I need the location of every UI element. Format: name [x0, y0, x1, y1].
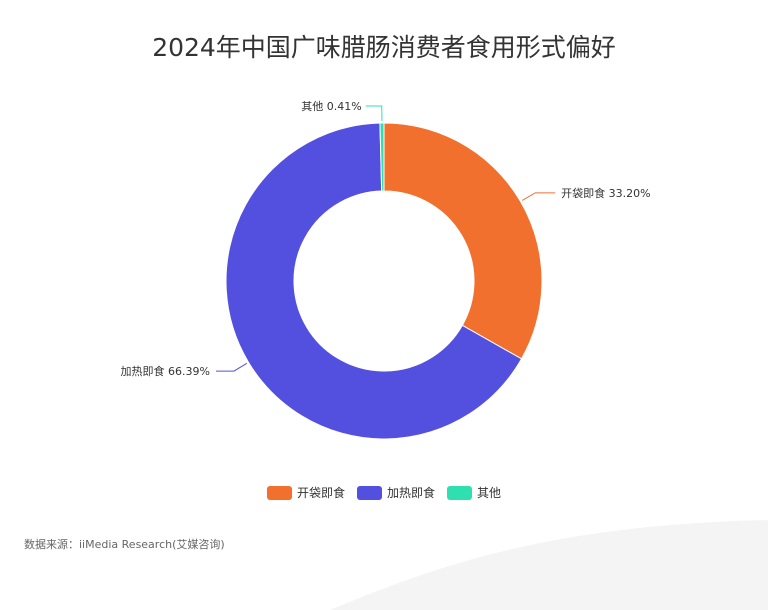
- leader-line-kaidai: [521, 192, 556, 201]
- legend-label-qita: 其他: [477, 486, 502, 500]
- legend-swatch-jiare: [356, 485, 382, 500]
- legend-item-qita[interactable]: 其他: [447, 484, 501, 501]
- legend-swatch-kaidai: [266, 485, 292, 500]
- slice-kaidai[interactable]: [383, 122, 543, 360]
- labels-group: 开袋即食 33.20% 加热即食 66.39% 其他 0.41%: [121, 100, 651, 378]
- slice-qita[interactable]: [379, 122, 385, 192]
- leader-line-jiare: [215, 362, 248, 372]
- slices-group: [225, 122, 543, 440]
- chart-title: 2024年中国广味腊肠消费者食用形式偏好: [152, 33, 616, 62]
- data-label-qita: 其他 0.41%: [301, 100, 361, 113]
- data-label-jiare: 加热即食 66.39%: [121, 364, 210, 378]
- legend-item-jiare[interactable]: 加热即食: [356, 484, 435, 501]
- leader-line-qita: [365, 105, 383, 122]
- legend-item-kaidai[interactable]: 开袋即食: [266, 484, 345, 501]
- data-label-kaidai: 开袋即食 33.20%: [561, 186, 650, 200]
- slice-jiare[interactable]: [225, 122, 523, 440]
- legend-swatch-qita: [447, 485, 472, 500]
- legend-label-jiare: 加热即食: [386, 486, 435, 500]
- data-source: 数据来源：iiMedia Research(艾媒咨询): [24, 538, 225, 551]
- legend: 开袋即食 加热即食 其他: [0, 484, 768, 501]
- legend-label-kaidai: 开袋即食: [296, 486, 345, 500]
